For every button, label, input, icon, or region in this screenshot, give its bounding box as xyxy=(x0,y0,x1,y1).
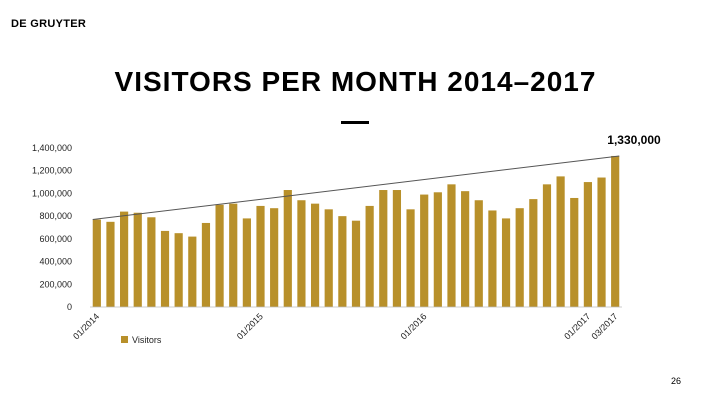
x-tick-label: 01/2017 xyxy=(562,311,592,341)
bar xyxy=(120,211,129,307)
bar xyxy=(338,216,347,307)
bar xyxy=(529,199,538,307)
bar xyxy=(420,194,429,307)
bar xyxy=(406,209,415,307)
y-axis: 0 200,000 400,000 600,000 800,000 1,000,000 1,… xyxy=(32,143,72,312)
bar xyxy=(106,221,115,307)
title-underline xyxy=(341,121,369,124)
x-tick-label: 03/2017 xyxy=(590,311,620,341)
legend: Visitors xyxy=(121,335,162,345)
bar xyxy=(310,203,320,307)
y-tick-label: 1,200,000 xyxy=(32,166,72,176)
y-tick-label: 800,000 xyxy=(39,211,72,221)
bar xyxy=(542,184,552,307)
bar xyxy=(447,184,456,307)
bar xyxy=(488,210,497,307)
bar xyxy=(474,200,483,307)
y-tick-label: 600,000 xyxy=(39,234,72,244)
y-tick-label: 1,000,000 xyxy=(32,188,72,198)
bar xyxy=(365,205,374,307)
bar xyxy=(188,236,197,307)
bar xyxy=(392,190,402,307)
y-tick-label: 400,000 xyxy=(39,257,72,267)
bar xyxy=(583,182,592,307)
x-tick-label: 01/2014 xyxy=(71,311,101,341)
bar xyxy=(242,218,251,307)
bar xyxy=(201,222,211,307)
bar xyxy=(379,190,388,307)
bar xyxy=(570,197,579,307)
y-tick-label: 200,000 xyxy=(39,279,72,289)
bar xyxy=(133,212,142,307)
bar xyxy=(297,200,306,307)
bar xyxy=(597,177,606,307)
x-tick-label: 01/2016 xyxy=(399,311,429,341)
bar xyxy=(515,208,524,307)
bar xyxy=(611,155,620,307)
x-tick-label: 01/2015 xyxy=(235,311,265,341)
bar xyxy=(283,190,292,307)
slide-title: VISITORS PER MONTH 2014–2017 xyxy=(114,66,597,97)
bar xyxy=(461,191,470,307)
brand-logo-text: DE GRUYTER xyxy=(11,18,87,30)
legend-swatch xyxy=(121,336,128,343)
bar xyxy=(324,209,333,307)
bar xyxy=(229,203,238,307)
bar xyxy=(433,192,442,307)
y-tick-label: 0 xyxy=(67,302,72,312)
trend-line xyxy=(92,155,620,221)
bar xyxy=(92,219,101,307)
bar xyxy=(215,204,224,307)
bar xyxy=(501,218,511,307)
page-number: 26 xyxy=(670,376,681,386)
bar xyxy=(351,220,361,307)
bar xyxy=(147,217,156,307)
bars xyxy=(92,155,620,307)
legend-label: Visitors xyxy=(132,335,162,345)
bar xyxy=(270,208,279,307)
bar xyxy=(256,205,265,307)
y-tick-label: 1,400,000 xyxy=(32,143,72,153)
bar xyxy=(160,230,170,307)
bar xyxy=(556,176,565,307)
bar xyxy=(174,233,183,307)
max-value-annotation: 1,330,000 xyxy=(607,133,661,147)
